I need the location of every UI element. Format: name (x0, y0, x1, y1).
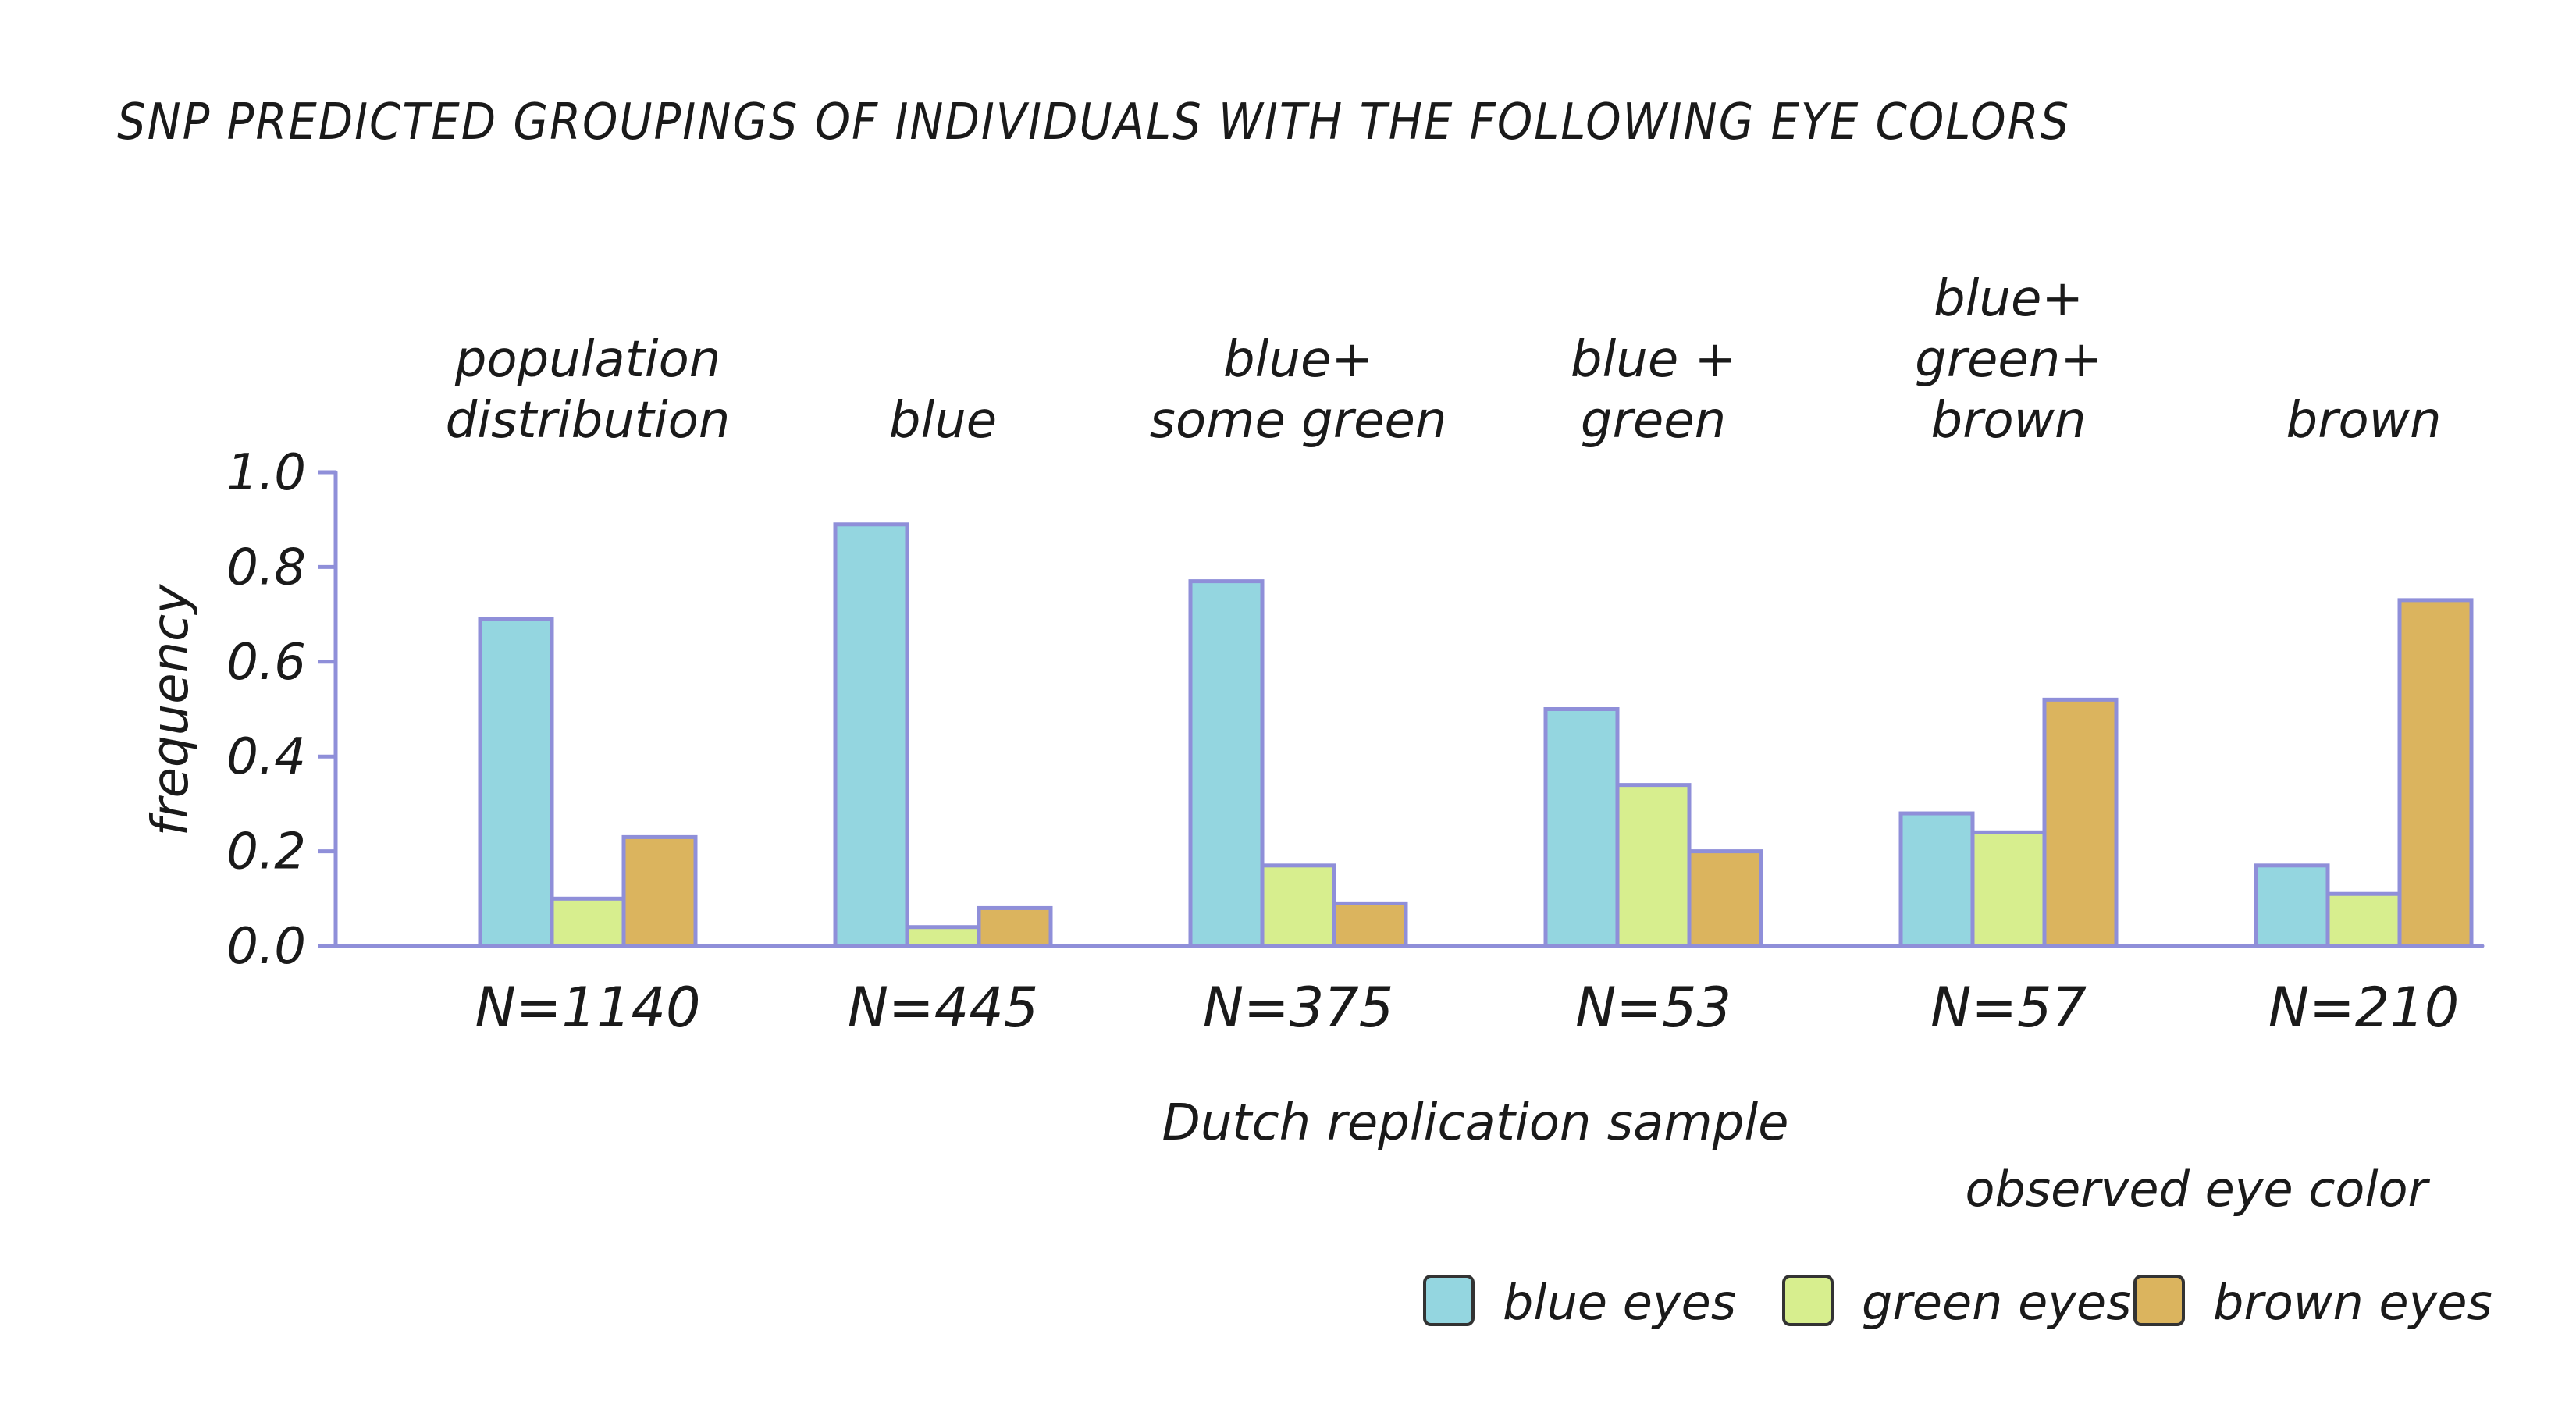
y-tick-label: 0.6 (226, 634, 306, 692)
group-label-line: brown (1931, 392, 2087, 450)
group-label-line: blue+ (1223, 331, 1373, 389)
bar-green-eyes (1970, 830, 2047, 948)
legend-title: observed eye color (1966, 1161, 2431, 1218)
sample-size-label: N=445 (848, 976, 1039, 1040)
group-label: blue+ green+ brown (1915, 270, 2102, 450)
group-label: blue + green (1571, 331, 1736, 450)
bar-blue-eyes (2254, 863, 2330, 948)
sample-size-label: N=375 (1203, 976, 1394, 1040)
legend-label: blue eyes (1503, 1274, 1736, 1331)
y-tick-label: 1.0 (226, 444, 306, 502)
chart-title: SNP PREDICTED GROUPINGS OF INDIVIDUALS W… (117, 94, 2070, 151)
bar-blue-eyes (833, 522, 909, 948)
group-label-line: distribution (446, 392, 731, 450)
group-label-line: green (1581, 392, 1726, 450)
bar-brown-eyes (621, 834, 698, 948)
group-label-line: blue + (1571, 331, 1736, 389)
bar-green-eyes (1615, 783, 1692, 948)
bar-blue-eyes (1898, 811, 1975, 948)
legend-label: green eyes (1862, 1274, 2131, 1331)
category-labels: population distribution N=1140 blue N=445 blu… (446, 270, 2460, 1040)
legend-label: brown eyes (2213, 1274, 2492, 1331)
bar-green-eyes (1260, 863, 1336, 948)
bar-blue-eyes (478, 617, 554, 948)
axes: 0.0 0.2 0.4 0.6 0.8 1.0 (226, 444, 2485, 976)
bar-green-eyes (2325, 891, 2402, 948)
bars (478, 522, 2474, 948)
bar-brown-eyes (2042, 697, 2119, 948)
bar-blue-eyes (1188, 579, 1265, 948)
group-label: blue+ some green (1150, 331, 1447, 450)
bar-green-eyes (550, 896, 626, 948)
y-tick-label: 0.8 (226, 539, 306, 596)
legend-swatch (1423, 1275, 1475, 1326)
sample-size-label: N=1140 (475, 976, 700, 1040)
y-tick-label: 0.4 (226, 728, 306, 786)
legend: blue eyes green eyes brown eyes (1423, 1274, 2492, 1331)
group-label: brown (2286, 392, 2442, 450)
group-label: blue (889, 392, 997, 450)
group-label-line: brown (2286, 392, 2442, 450)
bar-green-eyes (905, 925, 981, 948)
y-axis-title: frequency (142, 584, 200, 837)
group-label: population distribution (446, 331, 731, 450)
sample-size-label: N=210 (2268, 976, 2460, 1040)
legend-swatch (1782, 1275, 1834, 1326)
bar-blue-eyes (1543, 707, 1620, 948)
x-axis-title: Dutch replication sample (1162, 1094, 1789, 1152)
group-label-line: blue (889, 392, 997, 450)
bar-brown-eyes (1332, 901, 1408, 948)
y-tick-label: 0.0 (226, 918, 306, 976)
group-label-line: population (454, 331, 721, 389)
y-tick-label: 0.2 (226, 823, 306, 881)
bar-brown-eyes (977, 905, 1053, 948)
bar-brown-eyes (1687, 849, 1763, 948)
group-label-line: blue+ (1934, 270, 2083, 328)
bar-brown-eyes (2397, 598, 2474, 948)
sample-size-label: N=53 (1575, 976, 1731, 1040)
legend-swatch (2133, 1275, 2185, 1326)
sample-size-label: N=57 (1930, 976, 2087, 1040)
group-label-line: some green (1150, 392, 1447, 450)
group-label-line: green+ (1915, 331, 2102, 389)
